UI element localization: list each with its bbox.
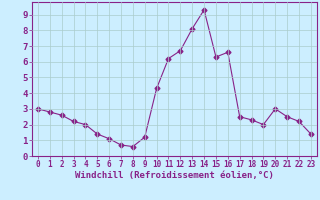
X-axis label: Windchill (Refroidissement éolien,°C): Windchill (Refroidissement éolien,°C) [75, 171, 274, 180]
